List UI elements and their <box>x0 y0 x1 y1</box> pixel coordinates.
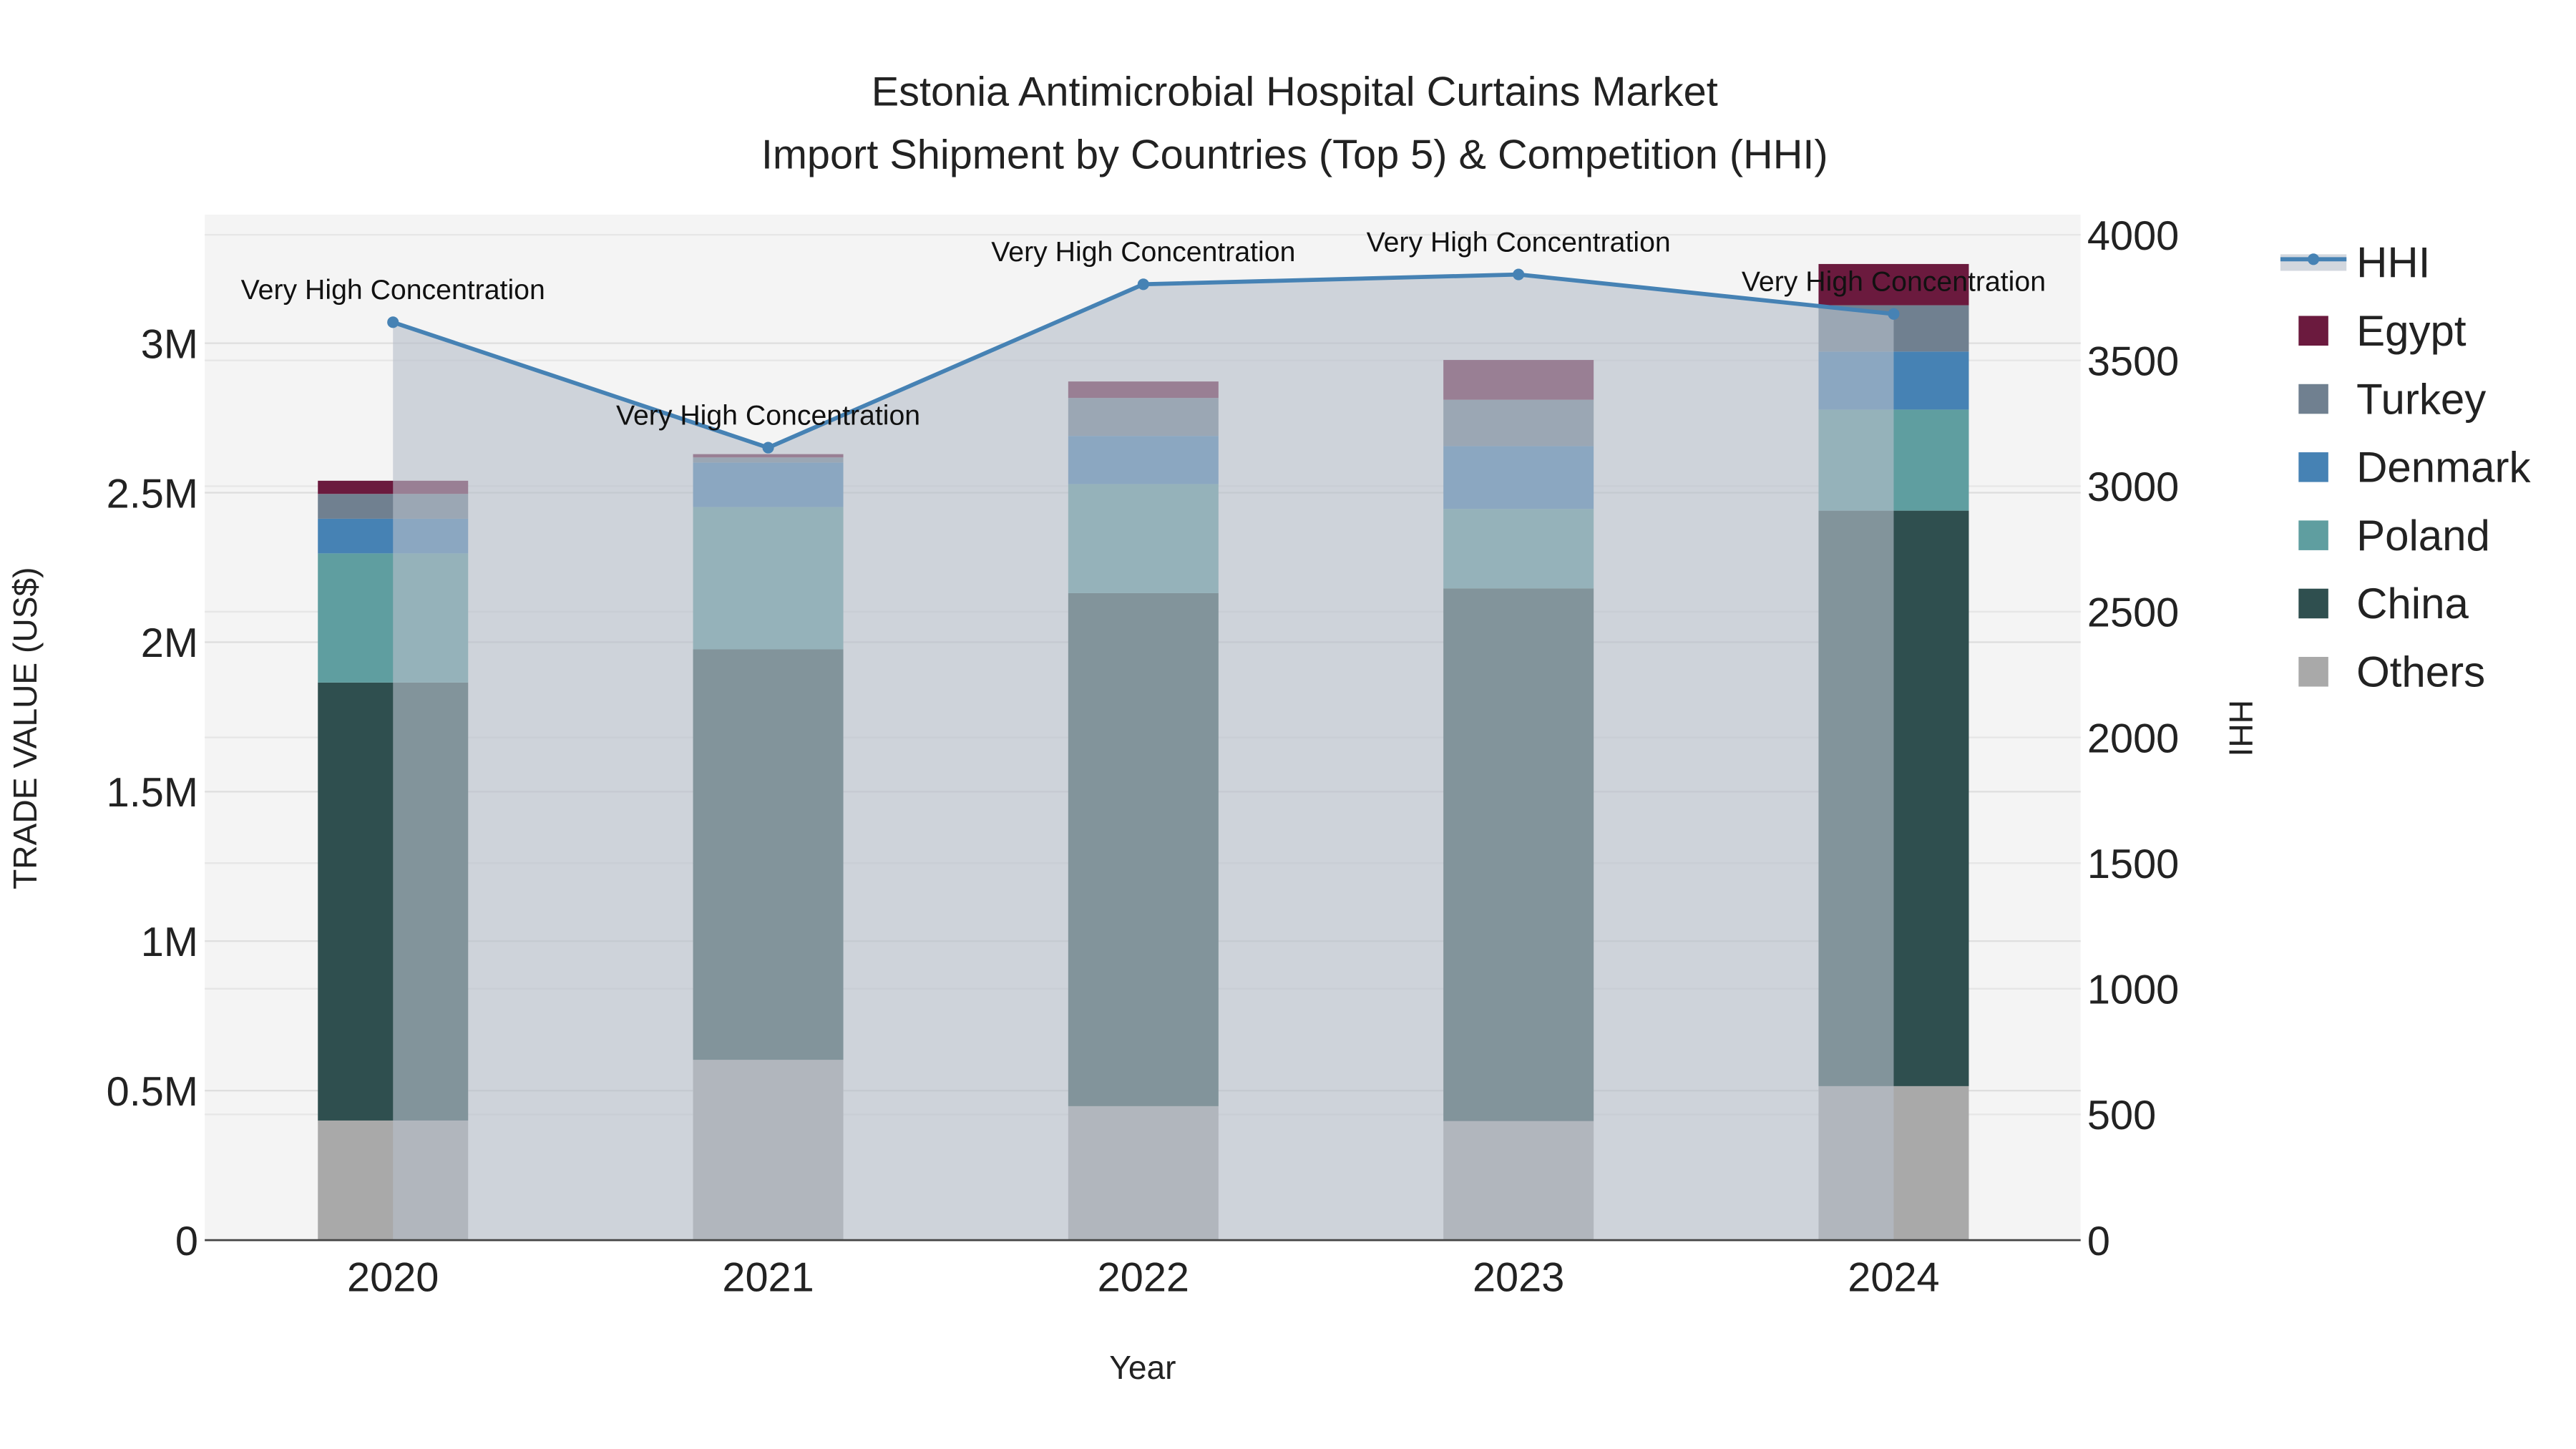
hhi-point <box>1137 278 1149 291</box>
y2-tick-label: 0 <box>2087 1219 2110 1264</box>
y-tick-label: 2M <box>141 620 198 666</box>
bar-egypt <box>1818 263 1969 306</box>
x-axis-title: Year <box>1109 1349 1176 1386</box>
hhi-point <box>762 441 774 454</box>
y2-tick-label: 2000 <box>2087 716 2179 761</box>
y-axis-title: TRADE VALUE (US$) <box>6 567 44 889</box>
legend-label-egypt: Egypt <box>2356 307 2467 355</box>
y-tick-label: 3M <box>141 321 198 367</box>
hhi-point <box>1513 268 1525 280</box>
y2-tick-label: 500 <box>2087 1093 2156 1138</box>
y-tick-label: 1M <box>141 919 198 965</box>
hhi-area <box>393 274 1894 1241</box>
legend-swatch-denmark <box>2298 452 2328 482</box>
x-tick-label: 2023 <box>1473 1255 1564 1301</box>
y2-axis-title: HHI <box>2222 700 2259 756</box>
y-tick-label: 0 <box>175 1219 198 1264</box>
y-tick-label: 2.5M <box>107 471 198 517</box>
x-tick-label: 2020 <box>347 1255 439 1301</box>
annotation: Very High Concentration <box>1367 226 1671 258</box>
legend-marker-hhi <box>2308 253 2320 265</box>
chart-title-line1: Estonia Antimicrobial Hospital Curtains … <box>872 69 1718 115</box>
y2-tick-label: 1500 <box>2087 841 2179 887</box>
annotation: Very High Concentration <box>1742 265 2046 297</box>
legend-label-denmark: Denmark <box>2356 444 2531 492</box>
y2-tick-label: 3500 <box>2087 338 2179 384</box>
legend-label-others: Others <box>2356 648 2485 696</box>
hhi-point <box>387 316 399 328</box>
annotation: Very High Concentration <box>616 399 920 431</box>
legend-swatch-others <box>2298 657 2328 687</box>
legend-swatch-egypt <box>2298 316 2328 346</box>
legend-label-hhi: HHI <box>2356 239 2430 287</box>
legend-label-poland: Poland <box>2356 512 2490 560</box>
y2-tick-label: 3000 <box>2087 464 2179 510</box>
legend-swatch-poland <box>2298 520 2328 550</box>
y2-tick-label: 4000 <box>2087 213 2179 259</box>
y-tick-label: 1.5M <box>107 770 198 816</box>
chart-title-line2: Import Shipment by Countries (Top 5) & C… <box>761 132 1828 177</box>
x-tick-label: 2022 <box>1098 1255 1189 1301</box>
legend-swatch-china <box>2298 588 2328 619</box>
y2-tick-label: 2500 <box>2087 590 2179 636</box>
y2-tick-label: 1000 <box>2087 967 2179 1013</box>
hhi-point <box>1888 308 1900 320</box>
x-tick-label: 2024 <box>1848 1255 1939 1301</box>
legend-label-china: China <box>2356 580 2469 628</box>
legend-label-turkey: Turkey <box>2356 375 2486 423</box>
legend-swatch-turkey <box>2298 384 2328 414</box>
annotation: Very High Concentration <box>241 274 545 306</box>
y-tick-label: 0.5M <box>107 1069 198 1115</box>
annotation: Very High Concentration <box>991 236 1295 268</box>
x-tick-label: 2021 <box>722 1255 814 1301</box>
